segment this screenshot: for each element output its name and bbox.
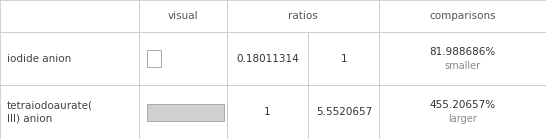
Bar: [308, 85, 379, 139]
Bar: [0, 85, 139, 139]
Bar: [227, 85, 308, 139]
Text: iodide anion: iodide anion: [7, 54, 71, 64]
Text: larger: larger: [448, 114, 477, 124]
Text: 1: 1: [341, 54, 347, 64]
Text: 81.988686%: 81.988686%: [430, 47, 496, 57]
Bar: [227, 0, 379, 32]
Bar: [379, 85, 546, 139]
Bar: [139, 85, 227, 139]
Bar: [379, 0, 546, 32]
Bar: [308, 32, 379, 85]
Bar: [0, 32, 139, 85]
Text: 1: 1: [264, 107, 271, 117]
Text: comparisons: comparisons: [429, 11, 496, 21]
Bar: [139, 32, 227, 85]
Bar: [0, 0, 139, 32]
Bar: [139, 0, 227, 32]
Text: tetraiodoaurate(
III) anion: tetraiodoaurate( III) anion: [7, 101, 93, 124]
Text: ratios: ratios: [288, 11, 318, 21]
Text: 0.18011314: 0.18011314: [236, 54, 299, 64]
Bar: [227, 32, 308, 85]
Text: 455.20657%: 455.20657%: [430, 100, 496, 110]
Bar: [147, 104, 224, 121]
Text: visual: visual: [168, 11, 198, 21]
Text: 5.5520657: 5.5520657: [316, 107, 372, 117]
Text: smaller: smaller: [444, 61, 481, 71]
Bar: [147, 50, 161, 67]
Bar: [379, 32, 546, 85]
